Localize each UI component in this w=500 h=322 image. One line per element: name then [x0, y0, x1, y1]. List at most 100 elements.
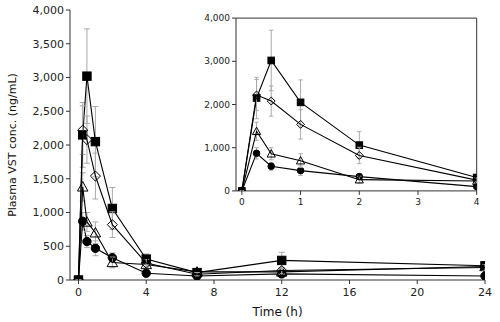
series	[238, 122, 477, 191]
error-bar-cap	[298, 139, 302, 140]
x-tick	[485, 280, 486, 284]
x-tick-label: 0	[239, 197, 245, 207]
x-tick-label: 20	[410, 286, 424, 299]
y-tick-label: 0	[57, 274, 64, 287]
error-bar-cap	[254, 110, 258, 111]
x-tick-label: 4	[474, 197, 480, 207]
y-tick	[232, 18, 236, 19]
error-bar-cap	[84, 28, 90, 29]
y-tick	[66, 246, 70, 247]
plot-data	[238, 30, 477, 191]
series-line	[242, 131, 477, 191]
y-tick	[232, 190, 236, 191]
error-bar-cap	[109, 237, 115, 238]
error-bar-cap	[254, 77, 258, 78]
x-tick	[417, 280, 418, 284]
x-axis-line	[236, 190, 477, 191]
y-tick-label: 1,500	[33, 173, 65, 186]
error-bar-cap	[269, 30, 273, 31]
marker	[77, 182, 88, 191]
x-tick-label: 24	[478, 286, 492, 299]
marker	[355, 176, 363, 183]
marker	[278, 256, 286, 264]
series-line	[78, 187, 485, 280]
marker	[107, 257, 118, 266]
y-tick-label: 3,500	[33, 38, 65, 51]
y-tick	[66, 212, 70, 213]
error-bar-cap	[298, 167, 302, 168]
marker	[142, 269, 150, 277]
y-tick-label: 2,500	[33, 105, 65, 118]
marker	[82, 217, 93, 226]
error-bar-cap	[84, 231, 90, 232]
main-axes: 0481216202405001,0001,5002,0002,5003,000…	[6, 4, 492, 319]
series-line	[242, 60, 477, 190]
marker	[355, 152, 363, 160]
y-tick	[66, 77, 70, 78]
series	[239, 30, 477, 191]
error-bar-cap	[254, 79, 258, 80]
error-bar-cap	[92, 199, 98, 200]
chart: 0481216202405001,0001,5002,0002,5003,000…	[0, 0, 500, 322]
x-tick	[349, 280, 350, 284]
marker	[82, 135, 92, 145]
error-bar-cap	[84, 247, 90, 248]
frame-top	[236, 18, 477, 19]
error-bar-cap	[357, 163, 361, 164]
x-tick	[417, 191, 418, 195]
error-bar-cap	[92, 106, 98, 107]
error-bar-cap	[92, 221, 98, 222]
error-bar-cap	[84, 163, 90, 164]
error-bar-cap	[298, 175, 302, 176]
error-bar-cap	[143, 254, 149, 255]
x-tick	[78, 280, 79, 284]
y-tick	[66, 10, 70, 11]
x-tick-label: 16	[342, 286, 356, 299]
marker	[90, 171, 100, 181]
error-bar-cap	[194, 272, 200, 273]
marker	[83, 237, 91, 245]
marker	[73, 275, 83, 280]
marker	[296, 157, 304, 164]
series-line	[78, 221, 485, 280]
error-bar-cap	[92, 153, 98, 154]
y-tick-label: 3,000	[33, 71, 65, 84]
error-bar-cap	[84, 235, 90, 236]
error-bar-cap	[298, 153, 302, 154]
inset-axes: 0123401,0002,0003,0004,000	[204, 13, 481, 207]
x-axis-line	[70, 280, 485, 281]
error-bar-cap	[80, 154, 86, 155]
x-tick	[281, 280, 282, 284]
error-bar-cap	[254, 118, 258, 119]
series-line	[242, 95, 477, 191]
error-bar-cap	[80, 172, 86, 173]
error-bar-cap	[254, 147, 258, 148]
x-tick	[359, 191, 360, 195]
plot-background	[70, 10, 485, 280]
marker	[141, 258, 151, 268]
marker	[238, 187, 246, 191]
x-tick	[241, 191, 242, 195]
error-bar-cap	[109, 187, 115, 188]
error-bar-cap	[254, 122, 258, 123]
y-tick	[232, 104, 236, 105]
marker	[91, 137, 99, 145]
marker	[252, 127, 260, 134]
y-tick	[232, 147, 236, 148]
marker	[78, 125, 88, 135]
y-tick-label: 4,000	[204, 13, 230, 23]
y-tick-label: 4,000	[33, 4, 65, 17]
y-tick-label: 2,000	[204, 100, 230, 110]
x-tick	[146, 280, 147, 284]
error-bar-cap	[269, 85, 273, 86]
series	[74, 213, 485, 281]
plot-background	[236, 18, 477, 191]
y-tick	[66, 43, 70, 44]
marker	[83, 72, 91, 80]
error-bar-cap	[269, 159, 273, 160]
marker	[356, 142, 363, 149]
error-bar-cap	[269, 147, 273, 148]
marker	[268, 163, 275, 170]
marker	[253, 150, 260, 157]
error-bar-cap	[279, 252, 285, 253]
